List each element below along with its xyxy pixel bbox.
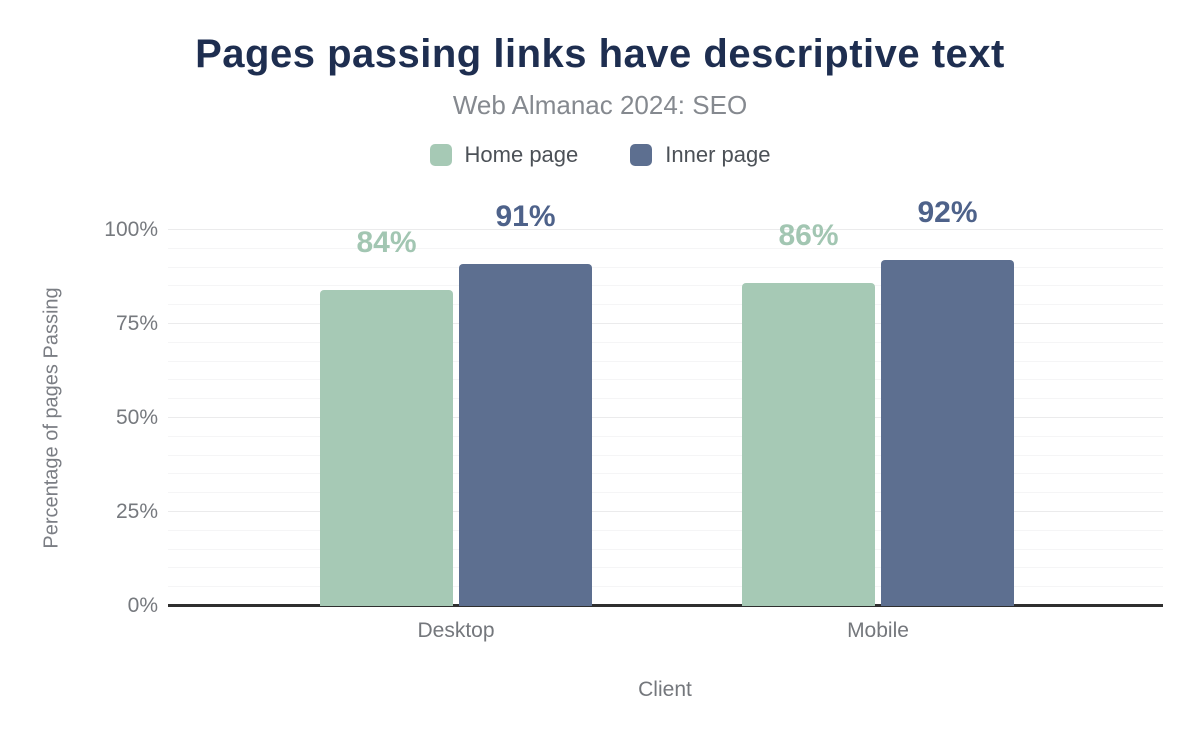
gridline-80 bbox=[168, 304, 1163, 306]
legend-label-home-page: Home page bbox=[464, 142, 579, 167]
gridline-85 bbox=[168, 285, 1163, 287]
gridline-10 bbox=[168, 567, 1163, 569]
gridline-55 bbox=[168, 398, 1163, 400]
y-tick-label-75: 75% bbox=[115, 312, 158, 335]
chart-title: Pages passing links have descriptive tex… bbox=[195, 32, 1005, 76]
plot-area: 84% 91% 86% 92% bbox=[168, 198, 1163, 607]
gridline-20 bbox=[168, 529, 1163, 531]
x-tick-label-mobile: Mobile bbox=[847, 619, 909, 642]
legend: Home page Inner page bbox=[0, 142, 1200, 168]
gridline-40 bbox=[168, 454, 1163, 456]
gridline-100 bbox=[168, 229, 1163, 230]
legend-item-inner-page: Inner page bbox=[630, 142, 770, 168]
y-tick-label-0: 0% bbox=[127, 594, 158, 617]
gridline-60 bbox=[168, 379, 1163, 381]
gridline-30 bbox=[168, 492, 1163, 494]
bar-desktop-home-page[interactable] bbox=[320, 290, 453, 606]
gridline-50 bbox=[168, 417, 1163, 418]
gridline-65 bbox=[168, 360, 1163, 362]
gridline-35 bbox=[168, 473, 1163, 475]
y-tick-label-50: 50% bbox=[115, 406, 158, 429]
x-axis-line bbox=[168, 604, 1163, 607]
legend-label-inner-page: Inner page bbox=[665, 142, 771, 167]
gridline-5 bbox=[168, 586, 1163, 588]
bar-desktop-inner-page[interactable] bbox=[459, 263, 592, 606]
y-tick-label-25: 25% bbox=[115, 500, 158, 523]
gridline-95 bbox=[168, 247, 1163, 249]
legend-swatch-inner-page bbox=[630, 144, 653, 166]
legend-item-home-page: Home page bbox=[429, 142, 579, 168]
gridline-75 bbox=[168, 323, 1163, 324]
legend-swatch-home-page bbox=[429, 144, 452, 166]
x-tick-label-desktop: Desktop bbox=[417, 619, 495, 642]
bar-mobile-home-page[interactable] bbox=[742, 282, 875, 606]
bar-label-desktop-inner-page: 91% bbox=[495, 199, 556, 233]
gridline-90 bbox=[168, 266, 1163, 268]
bar-label-mobile-inner-page: 92% bbox=[917, 196, 978, 230]
chart-subtitle: Web Almanac 2024: SEO bbox=[452, 90, 748, 120]
y-tick-label-100: 100% bbox=[104, 218, 158, 241]
gridline-45 bbox=[168, 435, 1163, 437]
gridline-15 bbox=[168, 548, 1163, 550]
gridline-70 bbox=[168, 341, 1163, 343]
bar-label-desktop-home-page: 84% bbox=[356, 226, 417, 260]
bar-label-mobile-home-page: 86% bbox=[778, 218, 839, 252]
x-axis-title: Client bbox=[638, 678, 692, 701]
gridline-25 bbox=[168, 511, 1163, 512]
bar-mobile-inner-page[interactable] bbox=[881, 260, 1014, 606]
